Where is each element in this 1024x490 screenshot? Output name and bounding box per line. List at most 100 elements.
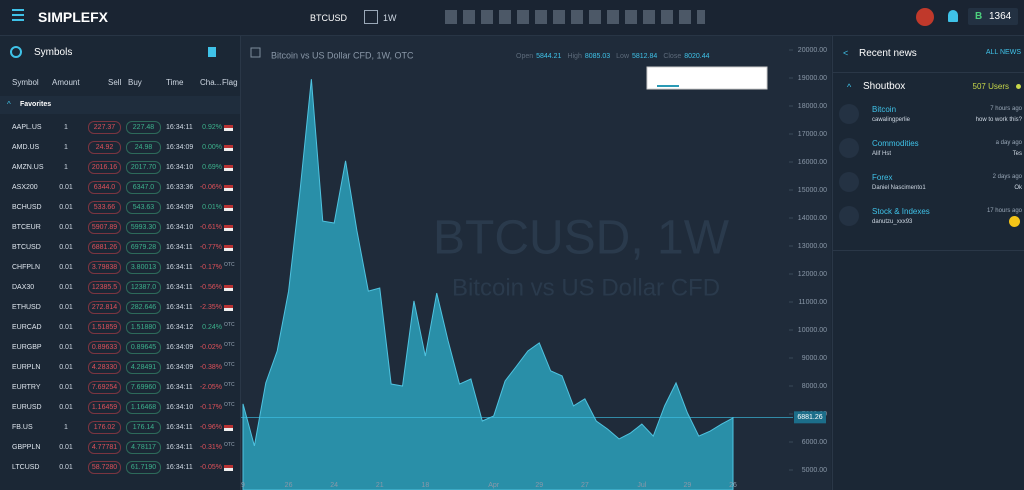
symbol-name[interactable]: DAX30 xyxy=(12,284,35,291)
symbol-name[interactable]: EURPLN xyxy=(12,364,41,371)
ohlc-label: High xyxy=(567,53,582,60)
collapse-icon[interactable]: ^ xyxy=(7,100,11,109)
buy-price[interactable]: 3.80013 xyxy=(126,261,161,274)
collapse-icon[interactable]: ^ xyxy=(847,82,852,92)
layout-icon[interactable] xyxy=(364,10,378,24)
news-topic[interactable]: Commodities xyxy=(872,139,919,148)
sell-price[interactable]: 5907.89 xyxy=(88,221,121,234)
buy-price[interactable]: 61.7190 xyxy=(126,461,161,474)
sell-price[interactable]: 1.51859 xyxy=(88,321,121,334)
ohlc-value: 8020.44 xyxy=(684,53,709,60)
symbol-name[interactable]: AMD.US xyxy=(12,144,40,151)
balance: 1364 xyxy=(989,11,1012,22)
buy-price[interactable]: 176.14 xyxy=(126,421,161,434)
symbol-name[interactable]: EURGBP xyxy=(12,344,42,351)
symbol-name[interactable]: EURTRY xyxy=(12,384,41,391)
online-dot xyxy=(1016,84,1021,89)
flag xyxy=(224,305,233,311)
symbol-name[interactable]: LTCUSD xyxy=(12,464,40,471)
sell-price[interactable]: 1.16459 xyxy=(88,401,121,414)
symbol-name[interactable]: BTCUSD xyxy=(12,244,41,251)
sell-price[interactable]: 4.77781 xyxy=(88,441,121,454)
buy-price[interactable]: 0.89645 xyxy=(126,341,161,354)
symbol-name[interactable]: AMZN.US xyxy=(12,164,44,171)
timeframe[interactable]: 1W xyxy=(383,13,397,23)
search-icon[interactable] xyxy=(10,46,22,58)
all-news-link[interactable]: ALL NEWS xyxy=(985,49,1021,56)
news-icon xyxy=(839,172,859,192)
news-topic[interactable]: Bitcoin xyxy=(872,105,897,114)
news-panel: < Recent news ALL NEWS ^ Shoutbox 507 Us… xyxy=(832,36,1024,490)
back-icon[interactable]: < xyxy=(843,48,849,58)
buy-price[interactable]: 5993.30 xyxy=(126,221,161,234)
calculator-icon[interactable] xyxy=(208,47,216,57)
flag xyxy=(224,185,233,191)
divider xyxy=(833,250,1024,251)
sell-price[interactable]: 533.66 xyxy=(88,201,121,214)
buy-price[interactable]: 24.98 xyxy=(126,141,161,154)
flag xyxy=(224,205,233,211)
news-author: Alif Hst xyxy=(872,151,892,157)
news-time: 2 days ago xyxy=(992,174,1022,180)
symbol-name[interactable]: BTCEUR xyxy=(12,224,41,231)
symbol[interactable]: BTCUSD xyxy=(310,13,348,23)
symbol-name[interactable]: EURUSD xyxy=(12,404,42,411)
symbol-name[interactable]: ASX200 xyxy=(12,184,38,191)
flag xyxy=(224,245,233,251)
symbol-name[interactable]: ETHUSD xyxy=(12,304,41,311)
panel-title: Symbols xyxy=(34,47,73,58)
buy-price[interactable]: 4.78117 xyxy=(126,441,161,454)
sell-price[interactable]: 4.28330 xyxy=(88,361,121,374)
sell-price[interactable]: 2016.16 xyxy=(88,161,121,174)
menu-icon[interactable] xyxy=(12,9,24,11)
section-title: Favorites xyxy=(20,101,52,108)
news-topic[interactable]: Forex xyxy=(872,173,893,182)
sell-price[interactable]: 12385.5 xyxy=(88,281,121,294)
sell-price[interactable]: 7.69254 xyxy=(88,381,121,394)
flag xyxy=(224,145,233,151)
buy-price[interactable]: 1.51880 xyxy=(126,321,161,334)
time: 16:34:11 xyxy=(166,304,193,311)
sell-price[interactable]: 6881.26 xyxy=(88,241,121,254)
sell-price[interactable]: 6344.0 xyxy=(88,181,121,194)
amount: 1 xyxy=(64,164,68,171)
sell-price[interactable]: 272.814 xyxy=(88,301,121,314)
buy-price[interactable]: 12387.0 xyxy=(126,281,161,294)
buy-price[interactable]: 6347.0 xyxy=(126,181,161,194)
time: 16:34:10 xyxy=(166,404,194,411)
sell-price[interactable]: 58.7280 xyxy=(88,461,121,474)
buy-price[interactable]: 4.28491 xyxy=(126,361,161,374)
buy-price[interactable]: 227.48 xyxy=(126,121,161,134)
amount: 0.01 xyxy=(59,404,73,411)
drawing-toolbar[interactable] xyxy=(646,66,768,90)
drawing-tools[interactable] xyxy=(445,10,705,24)
buy-price[interactable]: 2017.70 xyxy=(126,161,161,174)
buy-price[interactable]: 282.646 xyxy=(126,301,161,314)
avatar[interactable] xyxy=(916,8,934,26)
symbol-name[interactable]: FB.US xyxy=(12,424,33,431)
buy-price[interactable]: 7.69960 xyxy=(126,381,161,394)
news-time: 17 hours ago xyxy=(986,208,1022,214)
symbol-name[interactable]: GBPPLN xyxy=(12,444,41,451)
symbol-name[interactable]: BCHUSD xyxy=(12,204,42,211)
y-tick-label: 13000.00 xyxy=(798,243,827,250)
y-tick-label: 5000.00 xyxy=(802,467,827,474)
sell-price[interactable]: 0.89633 xyxy=(88,341,121,354)
buy-price[interactable]: 1.16468 xyxy=(126,401,161,414)
sell-price[interactable]: 227.37 xyxy=(88,121,121,134)
time: 16:34:11 xyxy=(166,264,193,271)
x-tick-label: 24 xyxy=(330,482,338,489)
bell-icon[interactable] xyxy=(948,10,958,22)
buy-price[interactable]: 543.63 xyxy=(126,201,161,214)
buy-price[interactable]: 6979.28 xyxy=(126,241,161,254)
symbol-name[interactable]: CHFPLN xyxy=(12,264,41,271)
sell-price[interactable]: 3.79838 xyxy=(88,261,121,274)
sell-price[interactable]: 24.92 xyxy=(88,141,121,154)
y-tick-label: 17000.00 xyxy=(798,131,827,138)
x-tick-label: 29 xyxy=(684,482,692,489)
sell-price[interactable]: 176.02 xyxy=(88,421,121,434)
symbol-name[interactable]: AAPL.US xyxy=(12,124,42,131)
change: -0.61% xyxy=(199,224,222,231)
symbol-name[interactable]: EURCAD xyxy=(12,324,42,331)
news-topic[interactable]: Stock & Indexes xyxy=(872,207,930,216)
